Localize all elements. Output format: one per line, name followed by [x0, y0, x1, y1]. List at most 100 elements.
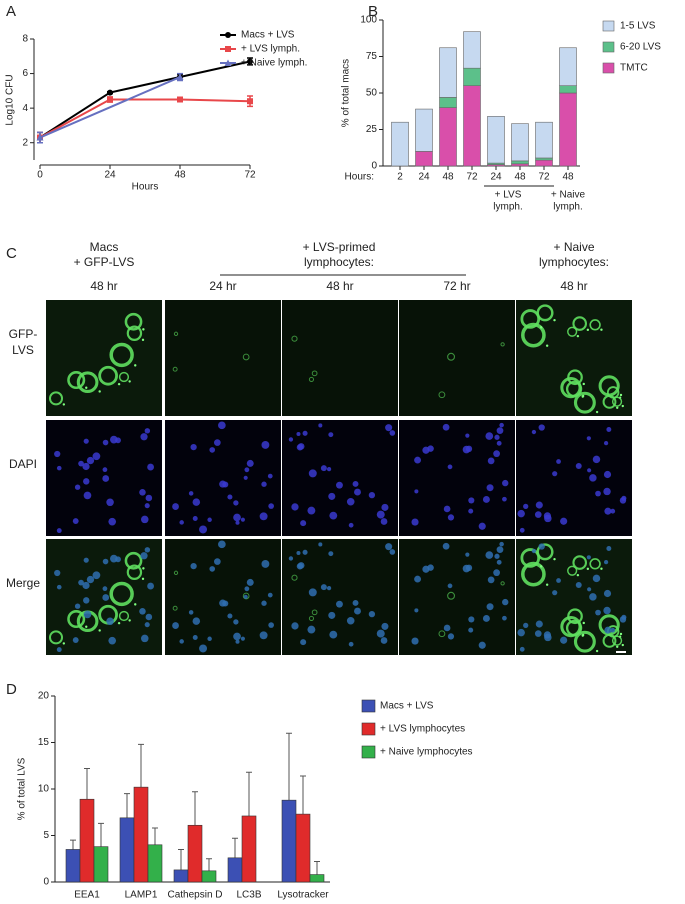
gfp-speckle	[141, 338, 145, 342]
nucleus	[486, 603, 494, 611]
gfp-speckle	[545, 344, 549, 347]
y-tick-label: 5	[43, 830, 49, 841]
gfp-signal	[520, 309, 541, 329]
bar	[65, 849, 81, 883]
nucleus	[102, 475, 110, 482]
nucleus	[82, 581, 90, 590]
group-label: + Naive	[551, 190, 586, 201]
nucleus	[328, 611, 336, 619]
gfp-speckle	[616, 645, 619, 648]
nucleus	[496, 559, 502, 565]
error-bar	[152, 827, 158, 845]
nucleus	[496, 440, 502, 446]
nucleus	[328, 551, 334, 557]
nucleus	[493, 450, 500, 458]
gfp-signal	[48, 630, 64, 645]
nucleus	[603, 560, 609, 565]
bar	[309, 874, 325, 883]
nucleus	[267, 473, 273, 479]
nucleus	[465, 552, 470, 557]
column-header: + GFP-LVS	[74, 255, 135, 269]
y-tick-label: 75	[366, 51, 378, 62]
x-tick-label: 72	[244, 170, 256, 181]
gfp-signal	[611, 635, 623, 646]
nucleus	[443, 505, 451, 513]
legend-swatch	[361, 699, 376, 713]
nucleus	[376, 510, 385, 519]
nucleus	[214, 558, 221, 565]
error-bar	[314, 861, 320, 875]
gfp-signal	[500, 342, 505, 347]
y-tick-label: 25	[366, 124, 378, 135]
nucleus	[227, 613, 233, 619]
legend-swatch	[361, 722, 376, 736]
legend-label: + Naive lymphocytes	[380, 747, 473, 758]
nucleus	[468, 627, 474, 633]
error-bar	[98, 822, 104, 847]
nucleus	[586, 555, 591, 560]
gfp-signal	[521, 322, 546, 348]
nucleus	[606, 427, 612, 432]
bar-segment	[535, 157, 553, 161]
nucleus	[56, 584, 62, 590]
nucleus	[102, 558, 109, 565]
error-bar	[246, 771, 252, 816]
gfp-signal	[172, 366, 178, 372]
nucleus	[621, 495, 627, 501]
nucleus	[592, 455, 601, 464]
gfp-signal	[567, 369, 583, 386]
nucleus	[82, 462, 90, 471]
nucleus	[188, 610, 194, 615]
nucleus	[603, 441, 609, 446]
error-bar	[138, 743, 144, 788]
error-bar	[300, 775, 306, 815]
gfp-signal	[567, 608, 583, 625]
nucleus	[517, 509, 525, 518]
gfp-signal	[67, 610, 86, 629]
nucleus	[329, 511, 338, 520]
nucleus	[207, 636, 212, 642]
gfp-signal	[291, 335, 298, 342]
micrograph	[282, 300, 398, 416]
legend-label: + Naive lymph.	[241, 58, 307, 69]
gfp-signal	[567, 326, 578, 337]
nucleus	[199, 644, 208, 653]
row-label: LVS	[12, 343, 34, 357]
nucleus	[83, 597, 90, 604]
nucleus	[227, 494, 233, 500]
nucleus	[535, 501, 543, 509]
marker	[225, 46, 231, 52]
x-tick-label: 48	[442, 172, 454, 183]
gfp-signal	[67, 371, 86, 390]
gfp-signal	[109, 342, 134, 368]
nucleus	[385, 543, 393, 551]
error-bar	[70, 839, 76, 850]
error-bar	[232, 837, 238, 858]
nucleus	[102, 439, 109, 446]
gfp-signal	[611, 396, 623, 407]
nucleus	[56, 528, 62, 534]
gfp-speckle	[600, 328, 603, 331]
nucleus	[604, 507, 612, 515]
gfp-signal	[573, 630, 596, 653]
marker	[176, 73, 184, 81]
gfp-signal	[311, 609, 318, 616]
row-label: DAPI	[9, 457, 37, 471]
nucleus	[538, 424, 545, 431]
nucleus	[380, 637, 388, 644]
gfp-speckle	[619, 632, 623, 636]
row-label: Merge	[6, 576, 40, 590]
group-label: + LVS	[495, 190, 522, 201]
error-bar	[286, 732, 292, 801]
gfp-speckle	[98, 390, 101, 393]
bar-segment	[439, 107, 457, 167]
nucleus	[261, 481, 267, 487]
error-bar	[124, 793, 130, 818]
nucleus	[468, 616, 475, 623]
gfp-speckle	[85, 386, 88, 389]
nucleus	[108, 636, 117, 645]
nucleus	[92, 571, 101, 580]
nucleus	[147, 582, 155, 590]
nucleus	[83, 478, 90, 485]
nucleus	[188, 491, 194, 496]
